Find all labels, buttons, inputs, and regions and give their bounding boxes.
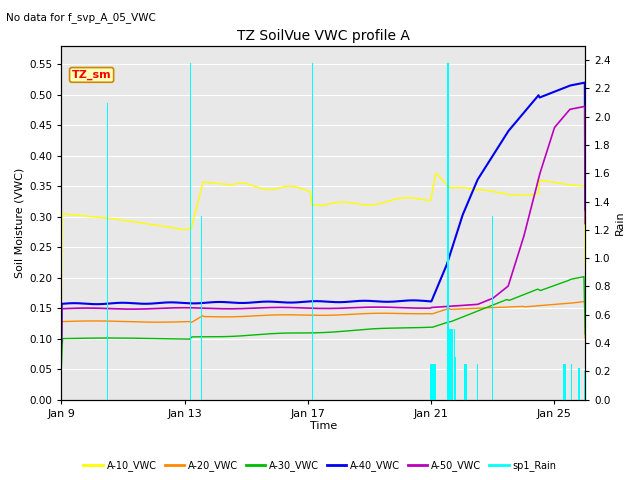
Bar — [107, 103, 108, 399]
Bar — [455, 357, 456, 399]
Bar — [477, 364, 478, 399]
Text: TZ_sm: TZ_sm — [72, 70, 111, 80]
Bar — [466, 364, 467, 399]
X-axis label: Time: Time — [310, 421, 337, 432]
Bar — [492, 216, 493, 399]
Bar — [435, 364, 436, 399]
Bar — [564, 364, 566, 399]
Bar — [433, 364, 435, 399]
Y-axis label: Rain: Rain — [615, 210, 625, 235]
Bar — [563, 364, 564, 399]
Bar — [584, 372, 586, 399]
Bar — [447, 63, 449, 399]
Bar — [571, 364, 572, 399]
Title: TZ SoilVue VWC profile A: TZ SoilVue VWC profile A — [237, 29, 410, 43]
Legend: A-10_VWC, A-20_VWC, A-30_VWC, A-40_VWC, A-50_VWC, sp1_Rain: A-10_VWC, A-20_VWC, A-30_VWC, A-40_VWC, … — [79, 456, 561, 475]
Y-axis label: Soil Moisture (VWC): Soil Moisture (VWC) — [15, 168, 25, 278]
Text: No data for f_svp_A_05_VWC: No data for f_svp_A_05_VWC — [6, 12, 156, 23]
Bar — [431, 364, 432, 399]
Bar — [190, 63, 191, 399]
Bar — [451, 329, 452, 399]
Bar — [449, 329, 451, 399]
Bar — [464, 364, 466, 399]
Bar — [312, 63, 313, 399]
Bar — [579, 369, 580, 399]
Bar — [454, 329, 455, 399]
Bar — [432, 364, 433, 399]
Bar — [201, 216, 202, 399]
Bar — [452, 329, 453, 399]
